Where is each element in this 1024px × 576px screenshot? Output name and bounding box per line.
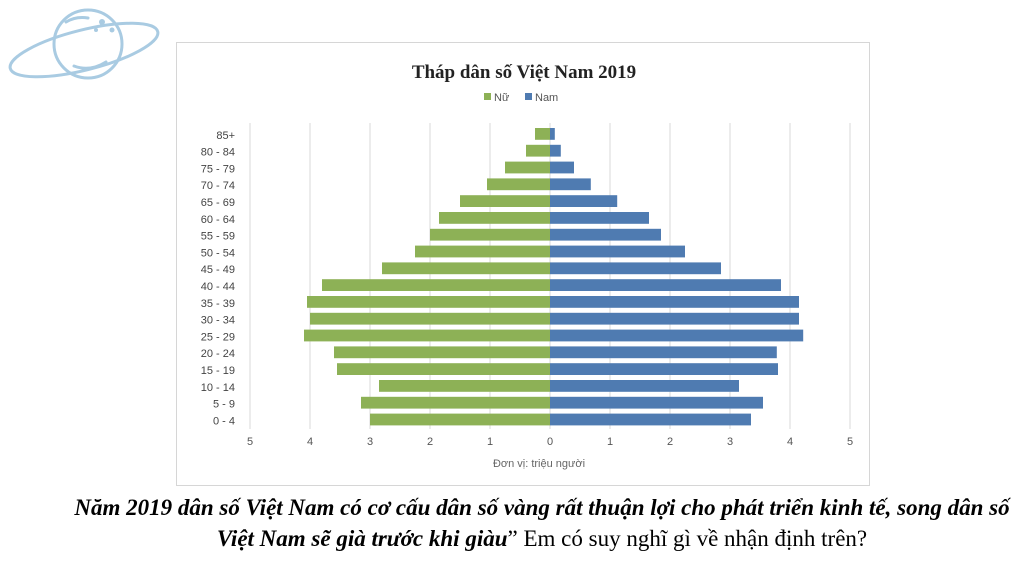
bar-male	[550, 346, 777, 359]
bar-male	[550, 262, 721, 275]
bar-female	[415, 245, 550, 258]
bar-female	[337, 363, 550, 375]
bar-female	[310, 312, 550, 325]
bar-female	[430, 228, 550, 241]
category-label: 0 - 4	[213, 415, 235, 427]
bar-male	[550, 413, 751, 426]
bar-male	[550, 329, 804, 342]
category-label: 40 - 44	[201, 281, 235, 293]
caption-text: Năm 2019 dân số Việt Nam có cơ cấu dân s…	[60, 492, 1024, 554]
bar-male	[550, 161, 574, 174]
category-label: 55 - 59	[201, 231, 235, 243]
category-label: 80 - 84	[201, 147, 235, 159]
bar-female	[382, 262, 550, 275]
category-label: 70 - 74	[201, 180, 235, 192]
category-label: 5 - 9	[213, 399, 235, 411]
bar-female	[304, 329, 550, 342]
legend-swatch-female	[484, 93, 491, 100]
category-label: 65 - 69	[201, 197, 235, 209]
category-label: 15 - 19	[201, 365, 235, 377]
x-tick-label: 4	[787, 436, 793, 448]
x-tick-label: 0	[547, 436, 553, 448]
chart-title: Tháp dân số Việt Nam 2019	[412, 62, 636, 83]
bar-male	[550, 212, 649, 224]
category-label: 30 - 34	[201, 315, 235, 327]
bar-female	[370, 413, 550, 426]
category-label: 35 - 39	[201, 298, 235, 310]
category-label: 25 - 29	[201, 331, 235, 343]
x-tick-label: 1	[607, 436, 613, 448]
bar-male	[550, 195, 618, 207]
caption-question: ” Em có suy nghĩ gì về nhận định trên?	[507, 526, 868, 551]
bar-male	[550, 245, 685, 258]
caption-emphasis: Năm 2019 dân số Việt Nam có cơ cấu dân s…	[74, 495, 1010, 551]
x-tick-label: 5	[847, 436, 853, 448]
bar-female	[322, 279, 550, 291]
x-tick-label: 3	[367, 436, 373, 448]
x-tick-label: 3	[727, 436, 733, 448]
legend-swatch-male	[525, 93, 532, 100]
category-label: 45 - 49	[201, 264, 235, 276]
bar-female	[460, 195, 550, 207]
category-label: 20 - 24	[201, 348, 235, 360]
bar-female	[535, 128, 550, 140]
category-label: 85+	[216, 130, 235, 142]
planet-icon	[8, 8, 160, 80]
chart-container: Tháp dân số Việt Nam 2019 Nữ Nam 85+ 80 - 84…	[176, 42, 870, 486]
bar-female	[439, 212, 550, 224]
bar-male	[550, 312, 799, 325]
legend-label-male: Nam	[535, 92, 558, 104]
bar-female	[361, 396, 550, 409]
category-label: 75 - 79	[201, 163, 235, 175]
bar-male	[550, 296, 799, 308]
bar-female	[526, 144, 550, 157]
legend-label-female: Nữ	[494, 92, 510, 104]
x-axis-label: Đơn vị: triệu người	[493, 458, 585, 470]
bar-female	[334, 346, 550, 359]
x-tick-label: 2	[427, 436, 433, 448]
bar-male	[550, 228, 661, 241]
bar-male	[550, 396, 763, 409]
bar-male	[550, 279, 781, 291]
bar-female	[379, 380, 550, 392]
bar-female	[505, 161, 550, 174]
category-label: 10 - 14	[201, 382, 235, 394]
x-tick-label: 2	[667, 436, 673, 448]
x-tick-label: 1	[487, 436, 493, 448]
category-label: 50 - 54	[201, 247, 235, 259]
bar-female	[307, 296, 550, 308]
population-pyramid-chart: Tháp dân số Việt Nam 2019 Nữ Nam 85+ 80 - 84…	[201, 62, 853, 470]
bar-male	[550, 380, 739, 392]
bar-male	[550, 144, 561, 157]
bar-male	[550, 363, 778, 375]
category-label: 60 - 64	[201, 214, 235, 226]
bar-female	[487, 178, 550, 191]
x-tick-label: 4	[307, 436, 313, 448]
x-tick-label: 5	[247, 436, 253, 448]
bar-male	[550, 178, 591, 191]
bar-male	[550, 128, 555, 140]
